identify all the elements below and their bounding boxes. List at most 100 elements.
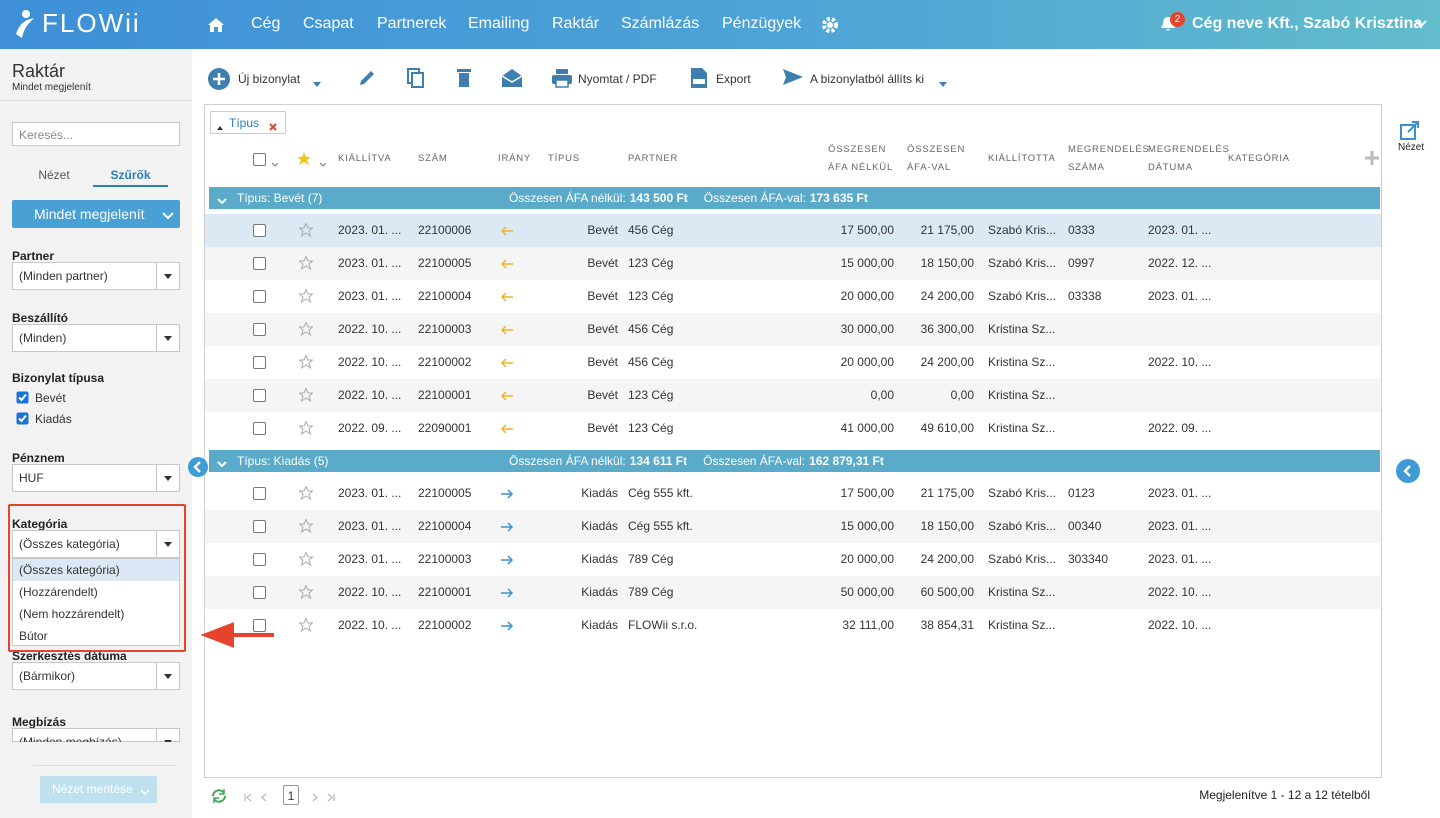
view-label[interactable]: Nézet bbox=[1398, 142, 1425, 153]
column-header[interactable]: ÖSSZESEN ÁFA-VAL bbox=[907, 144, 966, 173]
collapse-left[interactable] bbox=[188, 457, 208, 480]
toolbar-button[interactable]: A bizonylatból állíts ki bbox=[810, 72, 925, 86]
row-checkbox[interactable] bbox=[253, 619, 266, 632]
chip-remove[interactable] bbox=[269, 120, 277, 134]
tab[interactable]: Nézet bbox=[38, 168, 70, 182]
settings-icon[interactable] bbox=[821, 16, 839, 37]
filter-chip[interactable]: Típus bbox=[210, 111, 286, 134]
dropdown-option[interactable]: (Összes kategória) bbox=[13, 559, 179, 581]
column-header[interactable]: TÍPUS bbox=[548, 153, 580, 164]
column-header[interactable]: KIÁLLÍTVA bbox=[338, 153, 392, 164]
row-checkbox[interactable] bbox=[253, 323, 266, 336]
print-icon[interactable] bbox=[551, 68, 573, 91]
table-row[interactable]: 2023. 01. ... 22100005 Kiadás Cég 555 kft. 1… bbox=[205, 477, 1381, 510]
search-input[interactable]: Keresés... bbox=[12, 122, 180, 146]
save-view-button[interactable]: Nézet mentése bbox=[40, 776, 157, 803]
menu-item[interactable]: Emailing bbox=[468, 15, 530, 32]
dropdown-option[interactable]: Bútor bbox=[19, 629, 48, 643]
row-checkbox[interactable] bbox=[253, 290, 266, 303]
column-header[interactable]: SZÁM bbox=[418, 153, 448, 164]
select[interactable]: (Bármikor) bbox=[12, 662, 180, 690]
toolbar-button[interactable]: Új bizonylat bbox=[238, 72, 301, 86]
row-star[interactable] bbox=[298, 255, 314, 273]
user-menu[interactable]: Cég neve Kft., Szabó Krisztina bbox=[1192, 15, 1423, 32]
row-star[interactable] bbox=[298, 617, 314, 635]
row-star[interactable] bbox=[298, 222, 314, 240]
menu-item[interactable]: Csapat bbox=[303, 15, 354, 32]
row-checkbox[interactable] bbox=[253, 487, 266, 500]
table-row[interactable]: 2022. 09. ... 22090001 Bevét 123 Cég 41 000,… bbox=[205, 412, 1381, 445]
new-icon[interactable] bbox=[208, 68, 230, 93]
menu-item[interactable]: Cég bbox=[251, 15, 281, 32]
table-row[interactable]: 2022. 10. ... 22100001 Kiadás 789 Cég 50 000… bbox=[205, 576, 1381, 609]
logo[interactable]: FLOWii bbox=[42, 8, 141, 38]
row-star[interactable] bbox=[298, 288, 314, 306]
column-header[interactable]: MEGRENDELÉS SZÁMA bbox=[1068, 144, 1150, 173]
row-star[interactable] bbox=[298, 485, 314, 503]
table-row[interactable]: 2023. 01. ... 22100003 Kiadás 789 Cég 20 000… bbox=[205, 543, 1381, 576]
caret[interactable] bbox=[313, 77, 321, 91]
group-header[interactable]: Típus: Bevét (7) Összesen ÁFA nélkül: 143 … bbox=[209, 187, 1380, 209]
row-star[interactable] bbox=[298, 551, 314, 569]
user-chevron[interactable] bbox=[1414, 18, 1428, 33]
caret[interactable] bbox=[271, 157, 279, 171]
menu-item[interactable]: Számlázás bbox=[621, 15, 700, 32]
select[interactable]: (Összes kategória) bbox=[12, 530, 180, 558]
tab-active[interactable]: Szűrők bbox=[93, 165, 168, 187]
dropdown-option[interactable]: (Nem hozzárendelt) bbox=[19, 607, 125, 621]
select[interactable]: (Minden) bbox=[12, 324, 180, 352]
select[interactable]: HUF bbox=[12, 464, 180, 492]
row-star[interactable] bbox=[298, 420, 314, 438]
expand-right[interactable] bbox=[1396, 459, 1420, 486]
export-icon[interactable] bbox=[690, 67, 708, 92]
row-star[interactable] bbox=[298, 387, 314, 405]
column-header[interactable]: KATEGÓRIA bbox=[1228, 153, 1290, 164]
row-checkbox[interactable] bbox=[253, 520, 266, 533]
select[interactable]: (Minden megbízás) bbox=[12, 728, 180, 755]
column-header[interactable]: MEGRENDELÉS DÁTUMA bbox=[1148, 144, 1230, 173]
row-star[interactable] bbox=[298, 354, 314, 372]
home-icon[interactable] bbox=[206, 15, 226, 38]
pager-nav[interactable] bbox=[312, 792, 338, 806]
delete-icon[interactable] bbox=[455, 67, 473, 92]
table-row[interactable]: 2022. 10. ... 22100003 Bevét 456 Cég 30 000,… bbox=[205, 313, 1381, 346]
row-star[interactable] bbox=[298, 321, 314, 339]
toolbar-button[interactable]: Nyomtat / PDF bbox=[578, 72, 657, 86]
table-row[interactable]: 2022. 10. ... 22100002 Kiadás FLOWii s.r.o.… bbox=[205, 609, 1381, 642]
row-checkbox[interactable] bbox=[253, 224, 266, 237]
group-header[interactable]: Típus: Kiadás (5) Összesen ÁFA nélkül: 134… bbox=[209, 450, 1380, 472]
menu-item[interactable]: Raktár bbox=[552, 15, 600, 32]
select[interactable]: (Minden partner) bbox=[12, 262, 180, 290]
column-header[interactable]: PARTNER bbox=[628, 153, 679, 164]
page-number[interactable]: 1 bbox=[283, 785, 299, 805]
star-header[interactable] bbox=[297, 152, 311, 169]
column-header[interactable]: IRÁNY bbox=[498, 153, 532, 164]
cb[interactable] bbox=[253, 153, 266, 166]
row-star[interactable] bbox=[298, 518, 314, 536]
column-header[interactable]: KIÁLLÍTOTTA bbox=[988, 153, 1056, 164]
edit-icon[interactable] bbox=[357, 68, 377, 91]
table-row[interactable]: 2023. 01. ... 22100005 Bevét 123 Cég 15 000,… bbox=[205, 247, 1381, 280]
toolbar-button[interactable]: Export bbox=[716, 72, 751, 86]
row-checkbox[interactable] bbox=[253, 553, 266, 566]
add-column[interactable] bbox=[1365, 151, 1379, 168]
email-icon[interactable] bbox=[501, 68, 523, 91]
row-star[interactable] bbox=[298, 584, 314, 602]
menu-item[interactable]: Pénzügyek bbox=[722, 15, 802, 32]
dropdown-option[interactable]: (Hozzárendelt) bbox=[19, 585, 98, 599]
show-all-button[interactable]: Mindet megjelenít bbox=[12, 200, 180, 228]
caret[interactable] bbox=[939, 77, 947, 91]
send-icon[interactable] bbox=[782, 68, 804, 89]
checkbox-checked[interactable] bbox=[16, 412, 29, 428]
menu-item[interactable]: Partnerek bbox=[377, 15, 447, 32]
row-checkbox[interactable] bbox=[253, 586, 266, 599]
table-row[interactable]: 2022. 10. ... 22100002 Bevét 456 Cég 20 000,… bbox=[205, 346, 1381, 379]
table-row[interactable]: 2023. 01. ... 22100004 Kiadás Cég 555 kft. 1… bbox=[205, 510, 1381, 543]
row-checkbox[interactable] bbox=[253, 356, 266, 369]
view-icon[interactable] bbox=[1400, 121, 1420, 144]
row-checkbox[interactable] bbox=[253, 389, 266, 402]
table-row[interactable]: 2022. 10. ... 22100001 Bevét 123 Cég 0,00 0,0… bbox=[205, 379, 1381, 412]
table-row[interactable]: 2023. 01. ... 22100006 Bevét 456 Cég 17 500,… bbox=[205, 214, 1381, 247]
row-checkbox[interactable] bbox=[253, 422, 266, 435]
caret[interactable] bbox=[319, 157, 327, 171]
